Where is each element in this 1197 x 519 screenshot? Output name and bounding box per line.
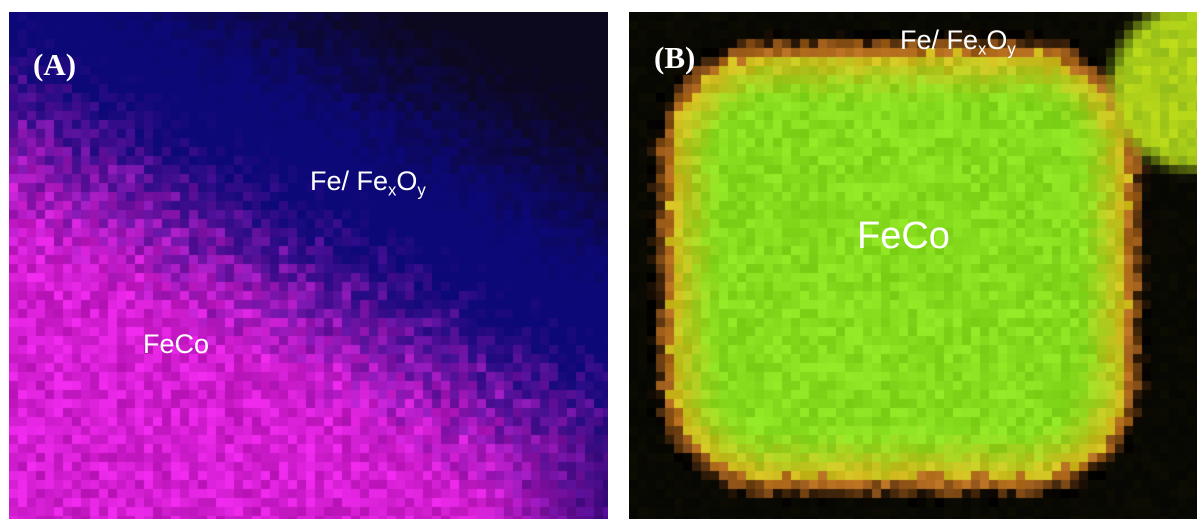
panel-a-oxide-label: Fe/ FexOy: [310, 166, 426, 200]
panel-b-oxide-label: Fe/ FexOy: [900, 25, 1016, 59]
panel-a-core-label: FeCo: [143, 329, 210, 359]
panel-a-eds-map: (A) Fe/ FexOy FeCo: [9, 12, 608, 519]
panel-b-core-label: FeCo: [857, 215, 950, 257]
panel-b-label: (B): [654, 40, 696, 75]
panel-a-elemental-map-image: [9, 12, 608, 519]
panel-b-elemental-map-image: [629, 12, 1197, 519]
panel-a-label: (A): [33, 47, 77, 82]
panel-b-eds-map: (B) Fe/ FexOy FeCo: [629, 12, 1197, 519]
